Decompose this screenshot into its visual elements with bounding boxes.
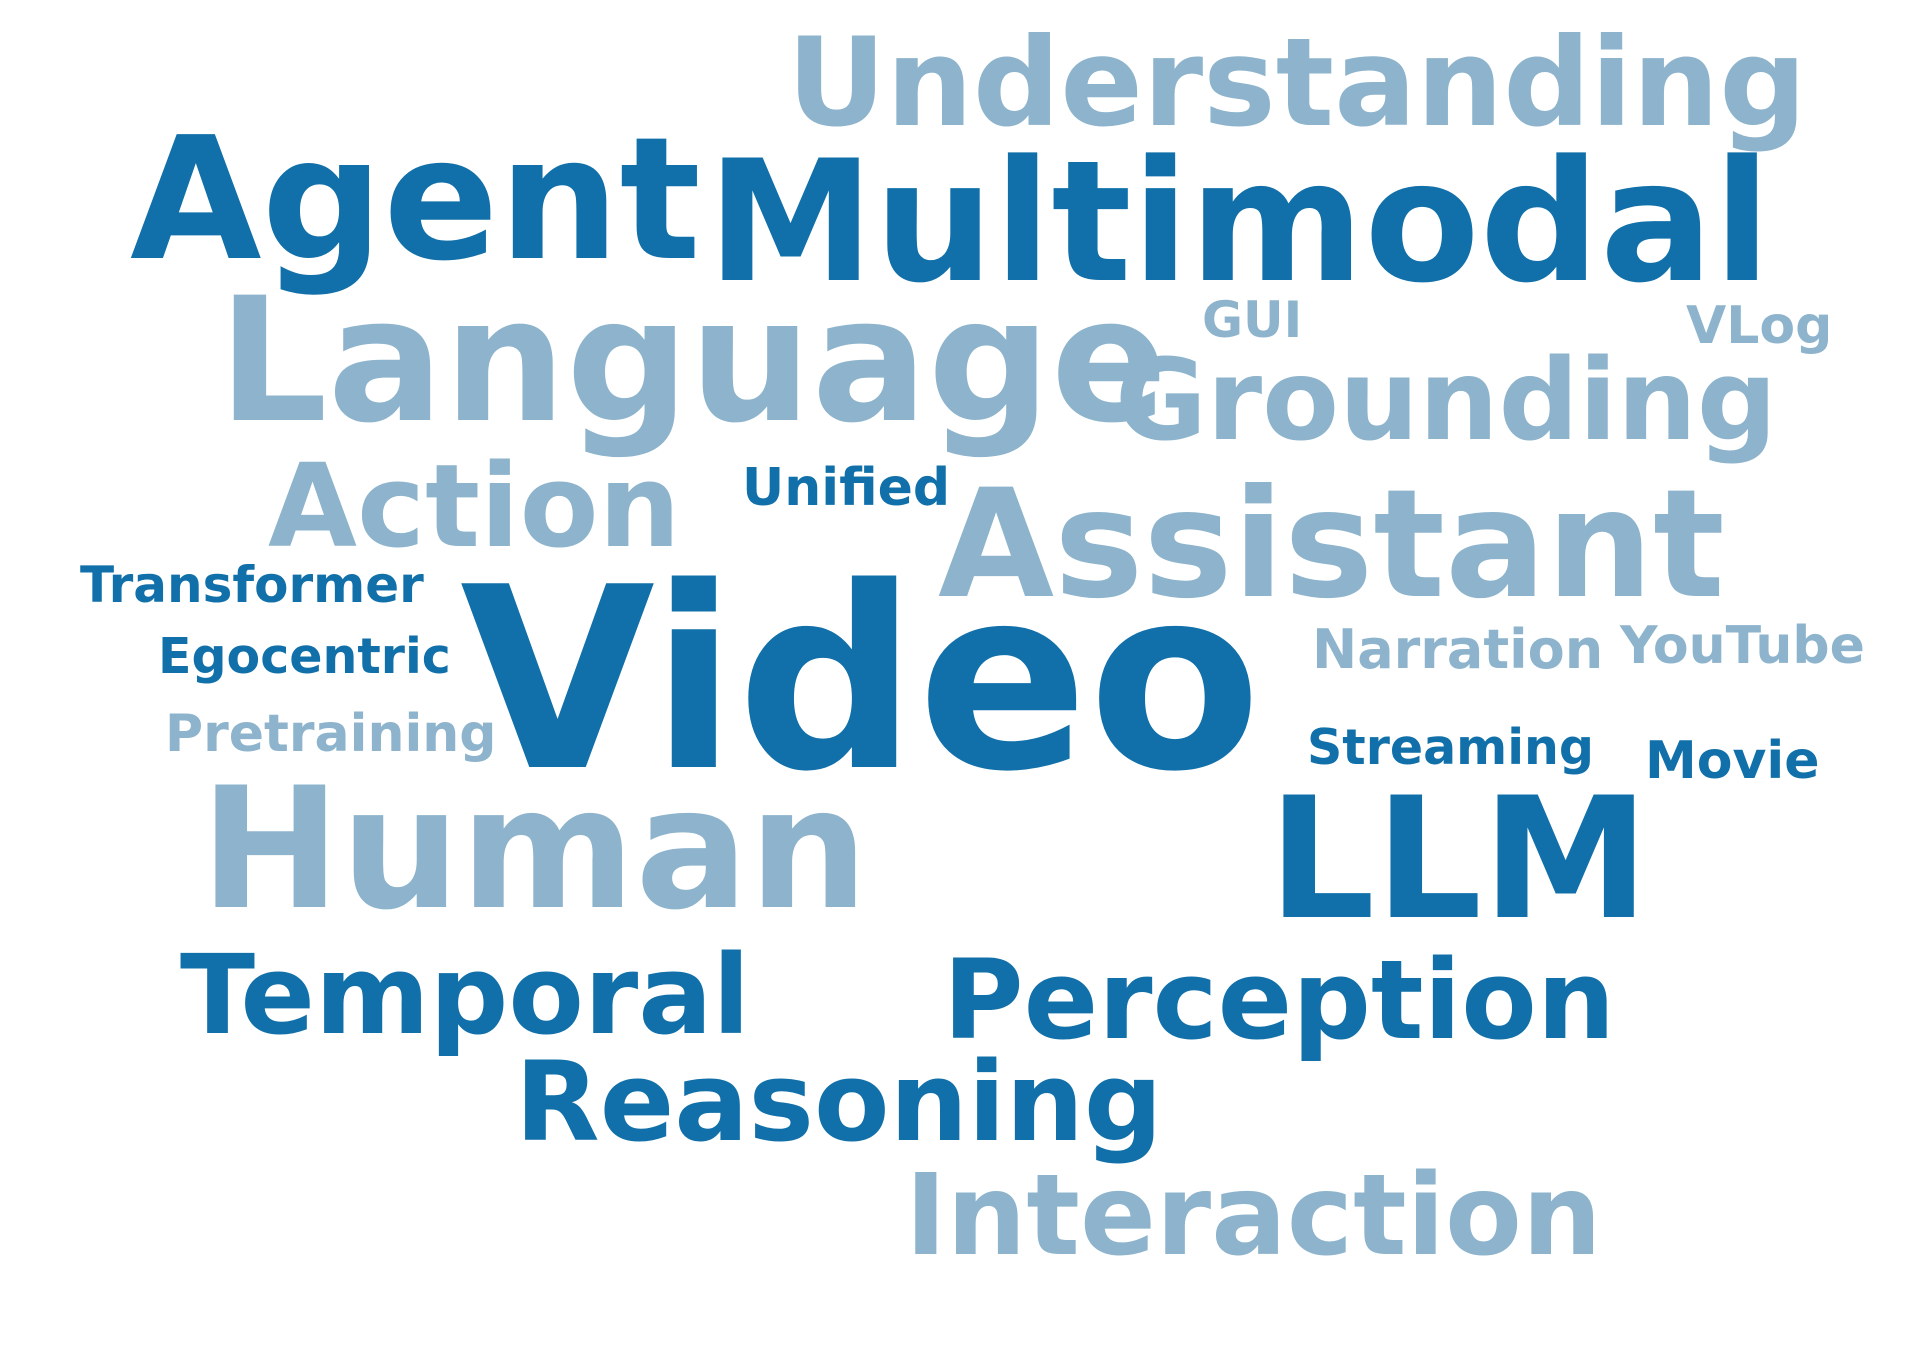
- word-grounding: Grounding: [1115, 336, 1778, 466]
- word-youtube: YouTube: [1620, 616, 1865, 676]
- word-gui: GUI: [1202, 291, 1303, 349]
- word-temporal: Temporal: [180, 931, 751, 1059]
- word-egocentric: Egocentric: [158, 628, 451, 685]
- word-human: Human: [200, 751, 869, 947]
- word-unified: Unified: [742, 458, 951, 518]
- word-understanding: Understanding: [787, 12, 1807, 154]
- word-pretraining: Pretraining: [165, 704, 497, 764]
- word-action: Action: [268, 440, 681, 574]
- word-reasoning: Reasoning: [515, 1038, 1163, 1166]
- word-llm: LLM: [1268, 761, 1650, 957]
- word-language: Language: [218, 260, 1168, 461]
- word-movie: Movie: [1645, 731, 1820, 791]
- word-interaction: Interaction: [905, 1151, 1602, 1281]
- word-narration: Narration: [1312, 618, 1604, 681]
- word-video: Video: [460, 534, 1262, 827]
- word-streaming: Streaming: [1307, 719, 1594, 776]
- word-perception: Perception: [943, 936, 1616, 1064]
- word-vlog: VLog: [1686, 296, 1833, 356]
- word-agent: Agent: [130, 101, 701, 299]
- word-assistant: Assistant: [938, 458, 1725, 632]
- word-multimodal: Multimodal: [707, 124, 1771, 320]
- word-transformer: Transformer: [80, 556, 424, 614]
